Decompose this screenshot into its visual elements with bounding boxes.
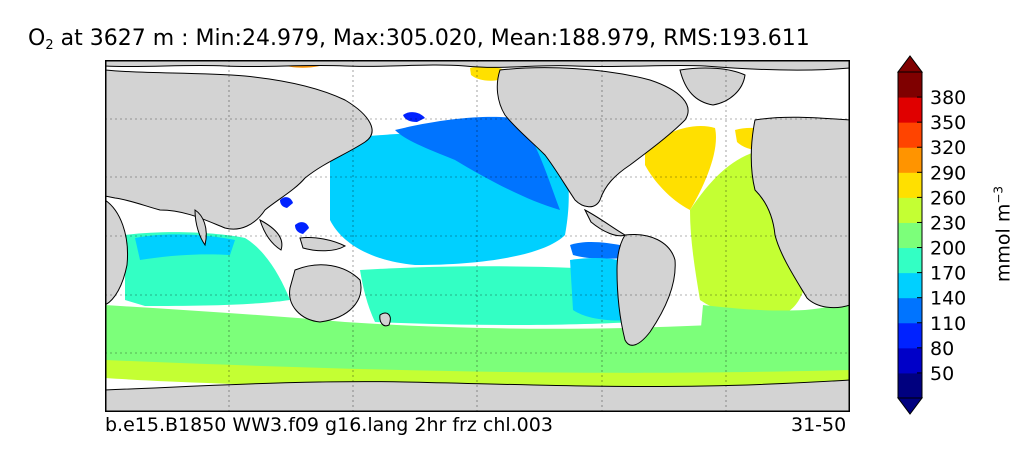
unit-base: mmol m	[992, 203, 1015, 283]
title-text: at 3627 m : Min:24.979, Max:305.020, Mea…	[60, 26, 810, 51]
colorbar-band	[898, 247, 922, 274]
colorbar-tick-label: 260	[930, 187, 966, 209]
colorbar-tick-label: 110	[930, 313, 966, 335]
colorbar: 50 80 110 140 170 200 230 260 290 320 350 380	[897, 55, 966, 415]
gridlines	[105, 60, 850, 412]
colorbar-band	[898, 322, 922, 349]
colorbar-band	[898, 272, 922, 299]
colorbar-band	[898, 72, 922, 98]
colorbar-band	[898, 97, 922, 123]
year-range-label: 31-50	[791, 414, 847, 436]
title-subscript: 2	[45, 38, 54, 53]
colorbar-band	[898, 172, 922, 198]
run-id-label: b.e15.B1850 WW3.f09 g16.lang 2hr frz chl…	[105, 414, 553, 436]
colorbar-frame	[897, 71, 923, 399]
colorbar-band	[898, 147, 922, 173]
colorbar-tick-label: 320	[930, 137, 966, 159]
colorbar-band	[898, 122, 922, 148]
colorbar-tick-label: 350	[930, 112, 966, 134]
map-frame	[105, 60, 850, 412]
colorbar-band	[898, 297, 922, 324]
colorbar-tick-label: 230	[930, 212, 966, 234]
colorbar-unit-label: mmol m−3	[991, 186, 1014, 282]
colorbar-tick-label: 290	[930, 162, 966, 184]
title-species: O	[28, 26, 46, 51]
colorbar-tick-label: 80	[930, 338, 954, 360]
colorbar-extend-min	[897, 397, 923, 415]
colorbar-band	[898, 372, 922, 399]
colorbar-band	[898, 197, 922, 223]
land	[105, 60, 850, 412]
colorbar-band	[898, 222, 922, 249]
colorbar-tick-label: 140	[930, 288, 966, 310]
unit-exponent: −3	[991, 185, 1006, 204]
colorbar-extend-max	[897, 55, 923, 73]
colorbar-tick-label: 380	[930, 87, 966, 109]
colorbar-tick-label: 170	[930, 263, 966, 285]
chart-title: O2 at 3627 m : Min:24.979, Max:305.020, …	[28, 26, 810, 53]
colorbar-tick-label: 200	[930, 238, 966, 260]
colorbar-tick-label: 50	[930, 363, 954, 385]
ocean-map	[105, 60, 850, 412]
colorbar-band	[898, 347, 922, 374]
